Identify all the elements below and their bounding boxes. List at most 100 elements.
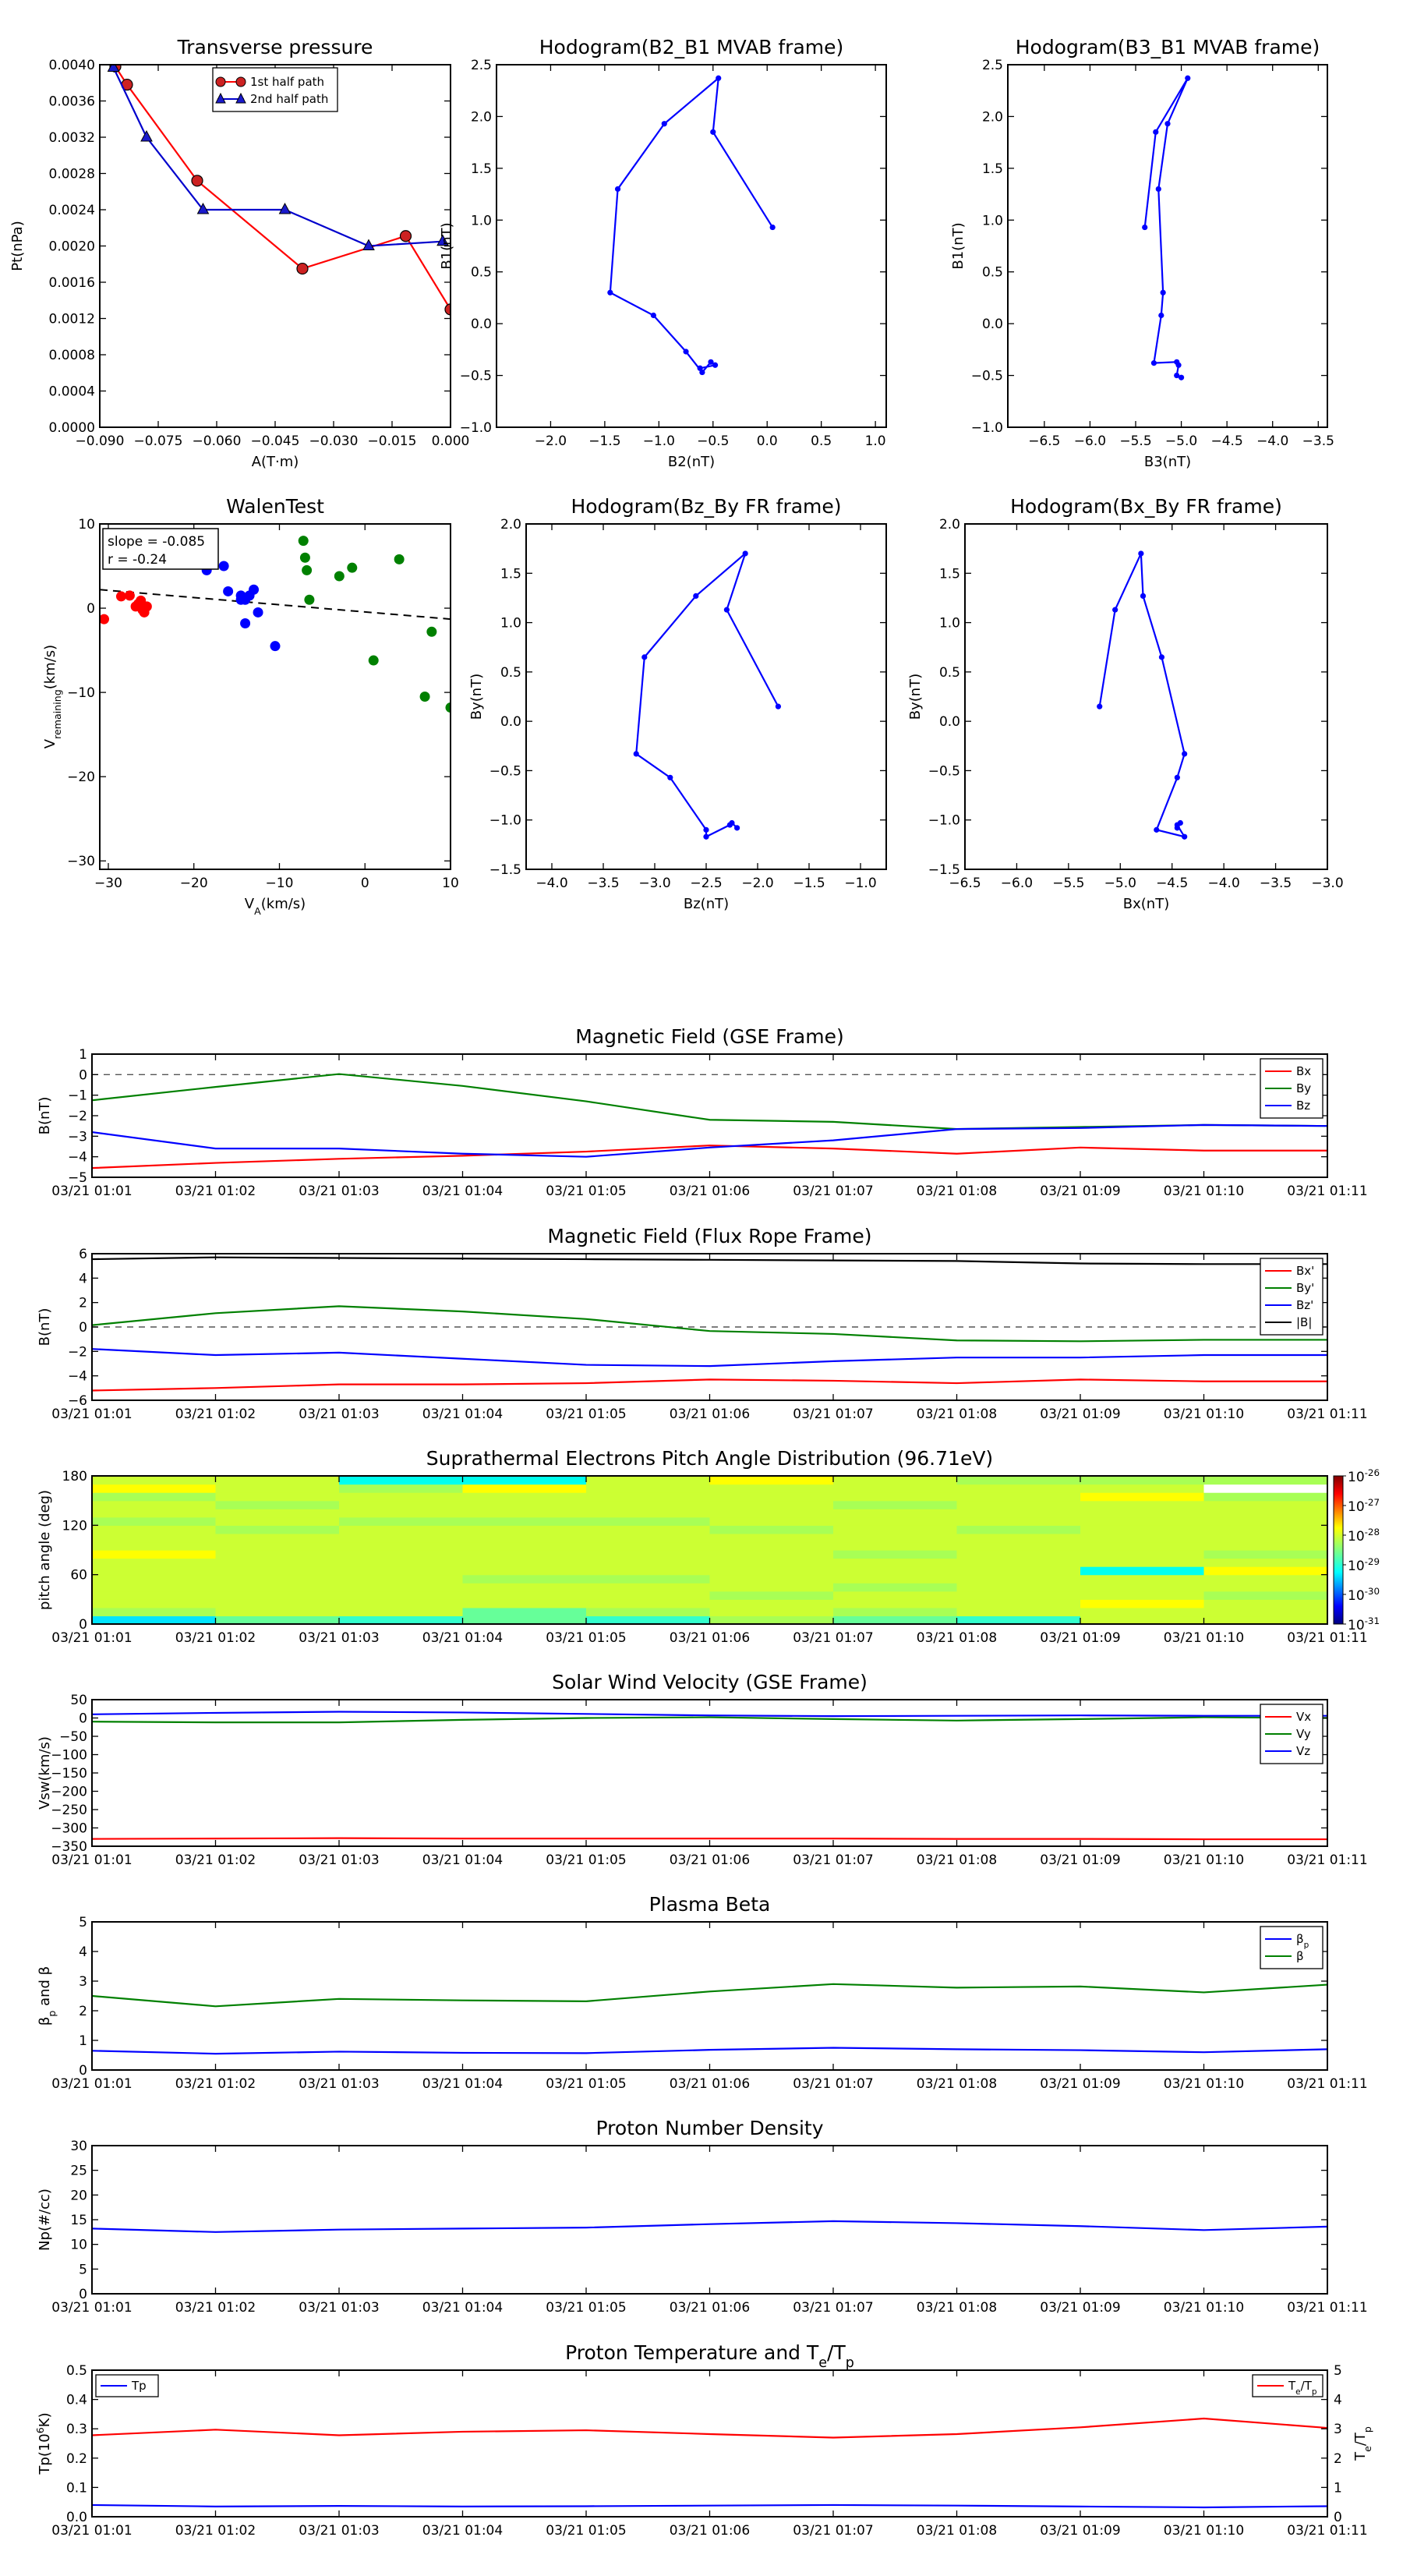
heatmap-cell: [833, 1599, 958, 1608]
heatmap-cell: [92, 1525, 217, 1534]
heatmap-cell: [339, 1607, 464, 1617]
x-tick-label: 03/21 01:03: [299, 1407, 379, 1422]
y-tick-label: 1.5: [471, 161, 492, 177]
heatmap-cell: [215, 1533, 340, 1543]
x-tick-label: 03/21 01:02: [175, 2523, 256, 2539]
x-tick-label: 03/21 01:07: [793, 1630, 873, 1646]
heatmap-cell: [833, 1516, 958, 1526]
legend-label: β: [1296, 1949, 1304, 1963]
heatmap-cell: [92, 1550, 217, 1559]
y-tick-label: 0.0040: [49, 58, 95, 73]
series-line: [92, 1716, 1327, 1724]
data-point: [742, 550, 748, 557]
heatmap-cell: [1080, 1591, 1205, 1600]
legend-marker: [215, 92, 226, 104]
y-tick-label: −20: [67, 770, 95, 785]
data-point: [1160, 289, 1166, 295]
y-tick-label: 25: [70, 2164, 87, 2179]
x-tick-label: −3.5: [1302, 433, 1334, 449]
y-tick-label: 0.0: [500, 714, 521, 730]
axes-frame: [99, 523, 451, 870]
series-line: [92, 2220, 1327, 2233]
x-tick-label: 03/21 01:02: [175, 2300, 256, 2316]
x-tick-label: 03/21 01:02: [175, 1407, 256, 1422]
heatmap-cell: [956, 1516, 1081, 1526]
y-tick-label: 2.0: [982, 109, 1003, 125]
data-point: [1185, 75, 1191, 81]
heatmap-cell: [709, 1583, 834, 1592]
heatmap-cell: [462, 1484, 587, 1493]
x-tick-label: 03/21 01:07: [793, 1852, 873, 1868]
chart-title: Plasma Beta: [649, 1893, 771, 1916]
heatmap-cell: [462, 1509, 587, 1518]
x-tick-label: −10: [266, 876, 294, 891]
heatmap-cell: [339, 1476, 464, 1485]
chart-mag-gse: Magnetic Field (GSE Frame) −5 −4 −3 −2 −1 0 1 03…: [37, 1025, 1368, 1199]
x-tick-label: 03/21 01:09: [1040, 2076, 1120, 2092]
heatmap-cell: [215, 1591, 340, 1600]
heatmap-cell: [833, 1558, 958, 1567]
x-tick-label: −6.0: [1074, 433, 1106, 449]
heatmap-cell: [339, 1516, 464, 1526]
heatmap-cell: [462, 1541, 587, 1551]
data-point: [1158, 312, 1164, 319]
heatmap-cell: [92, 1492, 217, 1502]
y-tick-label: 0: [79, 2287, 87, 2302]
heatmap-cell: [1080, 1574, 1205, 1583]
x-tick-label: 03/21 01:01: [51, 1852, 132, 1868]
heatmap-cell: [586, 1591, 711, 1600]
y-axis-label: Tp(106K): [34, 2412, 54, 2475]
data-point: [1182, 751, 1188, 757]
x-tick-label: 03/21 01:07: [793, 1184, 873, 1199]
x-tick-label: 03/21 01:01: [51, 1184, 132, 1199]
x-tick-label: 03/21 01:08: [917, 1852, 997, 1868]
y-axis-label: B(nT): [37, 1308, 53, 1346]
y-tick-label: 50: [70, 1693, 87, 1708]
x-tick-label: 03/21 01:07: [793, 2300, 873, 2316]
y-tick-label: −50: [59, 1729, 87, 1745]
legend-marker: [235, 76, 246, 87]
y-tick-label: 1: [79, 1047, 87, 1063]
heatmap-cell: [586, 1533, 711, 1543]
x-tick-label: −0.030: [309, 433, 359, 449]
chart-hodogram-bz-by: Hodogram(Bz_By FR frame) −1.5 −1.0 −0.5 0.0 0…: [468, 495, 887, 912]
heatmap-cell: [1080, 1525, 1205, 1534]
y-tick-label: 2: [79, 2004, 87, 2019]
data-point: [296, 262, 309, 275]
series-0: [92, 1145, 1327, 1169]
y-tick-label: 0: [79, 2063, 87, 2079]
x-tick-label: −6.0: [1001, 876, 1033, 891]
heatmap-cell: [462, 1476, 587, 1485]
data-point: [1158, 654, 1165, 660]
x-tick-label: 03/21 01:04: [422, 1184, 503, 1199]
x-tick-label: 0: [361, 876, 369, 891]
data-point: [278, 202, 292, 214]
x-tick-label: −4.0: [1256, 433, 1288, 449]
data-point: [298, 536, 309, 547]
heatmap-cell: [709, 1607, 834, 1617]
heatmap-cell: [586, 1574, 711, 1583]
data-point: [253, 607, 263, 617]
data-point: [1174, 774, 1180, 780]
x-tick-label: 03/21 01:05: [546, 1852, 626, 1868]
heatmap-cell: [462, 1599, 587, 1608]
heatmap-cell: [1080, 1492, 1205, 1502]
y-tick-label: 0.0036: [49, 94, 95, 110]
x-tick-label: 03/21 01:06: [670, 1852, 750, 1868]
heatmap-cell: [586, 1492, 711, 1502]
chart-title: Proton Number Density: [596, 2117, 824, 2139]
x-tick-label: 03/21 01:01: [51, 2523, 132, 2539]
x-tick-label: 03/21 01:03: [299, 2523, 379, 2539]
data-point: [703, 833, 709, 840]
data-point: [100, 614, 109, 625]
x-tick-label: 0.000: [432, 433, 470, 449]
heatmap-cell: [956, 1558, 1081, 1567]
heatmap-cell: [339, 1583, 464, 1592]
x-tick-label: 03/21 01:08: [917, 1630, 997, 1646]
heatmap-cell: [833, 1525, 958, 1534]
y2-axis-label: Te/Tp: [1352, 2426, 1373, 2461]
heatmap-cell: [92, 1599, 217, 1608]
x-tick-label: 03/21 01:05: [546, 1407, 626, 1422]
y-tick-label: −100: [51, 1748, 87, 1764]
